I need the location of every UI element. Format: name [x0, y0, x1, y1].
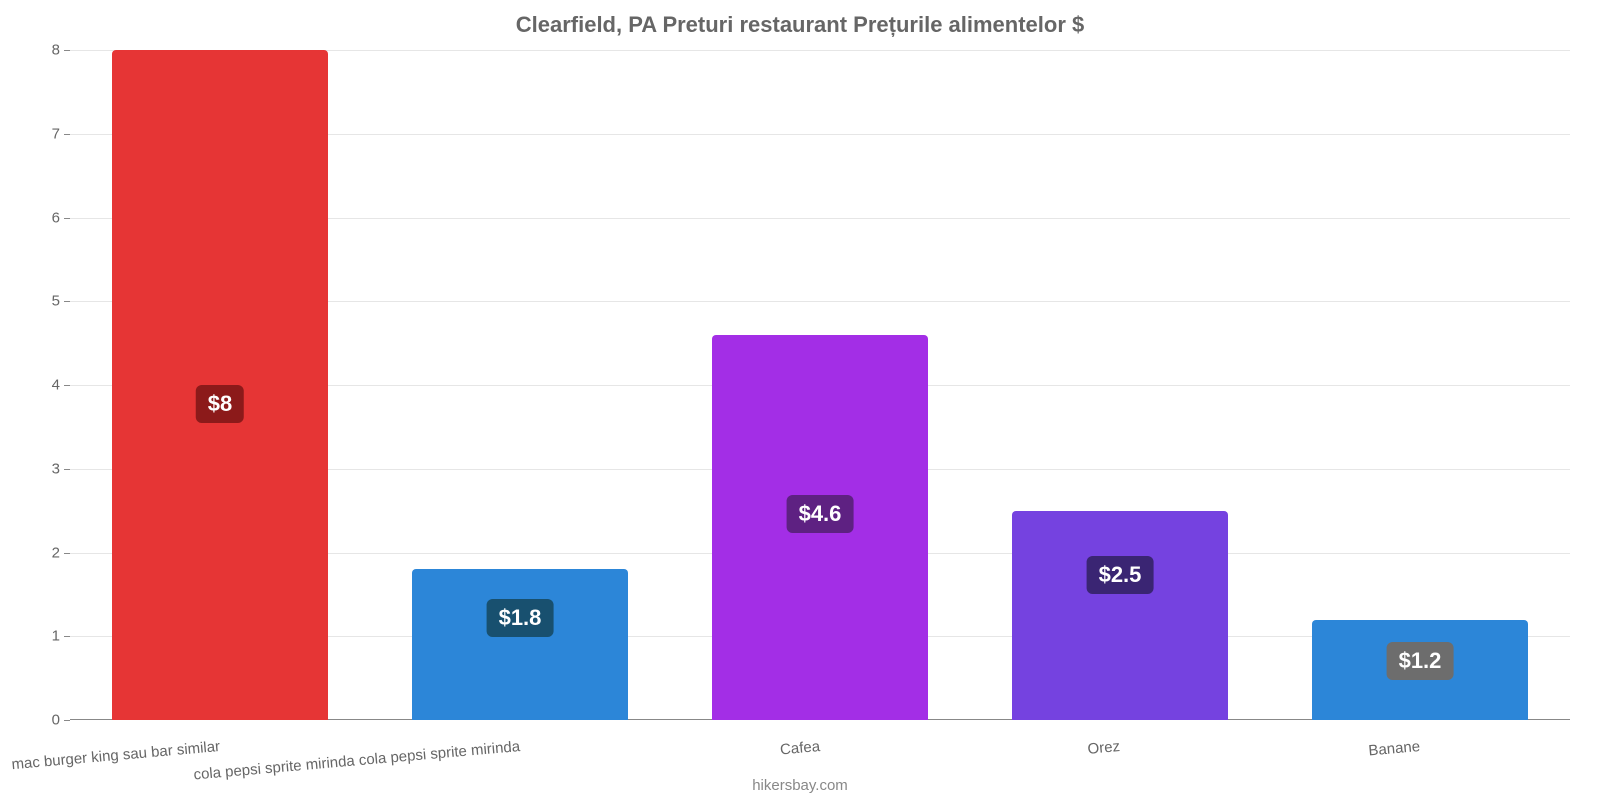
chart-title: Clearfield, PA Preturi restaurant Prețur… [0, 12, 1600, 38]
y-tick-mark [64, 553, 70, 554]
y-tick-label: 1 [52, 628, 60, 645]
y-tick-label: 5 [52, 293, 60, 310]
bar: $8 [112, 50, 328, 720]
bar: $2.5 [1012, 511, 1228, 720]
y-tick-mark [64, 636, 70, 637]
y-tick-label: 4 [52, 377, 60, 394]
y-tick-label: 2 [52, 544, 60, 561]
bar-value-label: $2.5 [1087, 556, 1154, 594]
x-axis-label: mac burger king sau bar similar [11, 738, 221, 773]
bar: $1.2 [1312, 620, 1528, 721]
y-tick-mark [64, 385, 70, 386]
plot-area: 012345678$8mac burger king sau bar simil… [70, 50, 1570, 720]
y-tick-label: 7 [52, 125, 60, 142]
bar-value-label: $1.8 [487, 599, 554, 637]
x-axis-label: Banane [1368, 738, 1421, 759]
bar: $1.8 [412, 569, 628, 720]
bar-value-label: $4.6 [787, 495, 854, 533]
y-tick-mark [64, 218, 70, 219]
bar: $4.6 [712, 335, 928, 720]
y-tick-mark [64, 134, 70, 135]
y-tick-mark [64, 301, 70, 302]
y-tick-mark [64, 469, 70, 470]
bar-value-label: $8 [196, 385, 244, 423]
y-tick-label: 8 [52, 42, 60, 59]
chart-footer: hikersbay.com [0, 777, 1600, 794]
y-tick-label: 6 [52, 209, 60, 226]
y-tick-label: 3 [52, 460, 60, 477]
y-tick-label: 0 [52, 712, 60, 729]
bar-value-label: $1.2 [1387, 642, 1454, 680]
x-axis-label: Orez [1087, 738, 1121, 758]
y-tick-mark [64, 720, 70, 721]
x-axis-label: Cafea [779, 738, 820, 758]
chart-container: Clearfield, PA Preturi restaurant Prețur… [0, 0, 1600, 800]
y-tick-mark [64, 50, 70, 51]
